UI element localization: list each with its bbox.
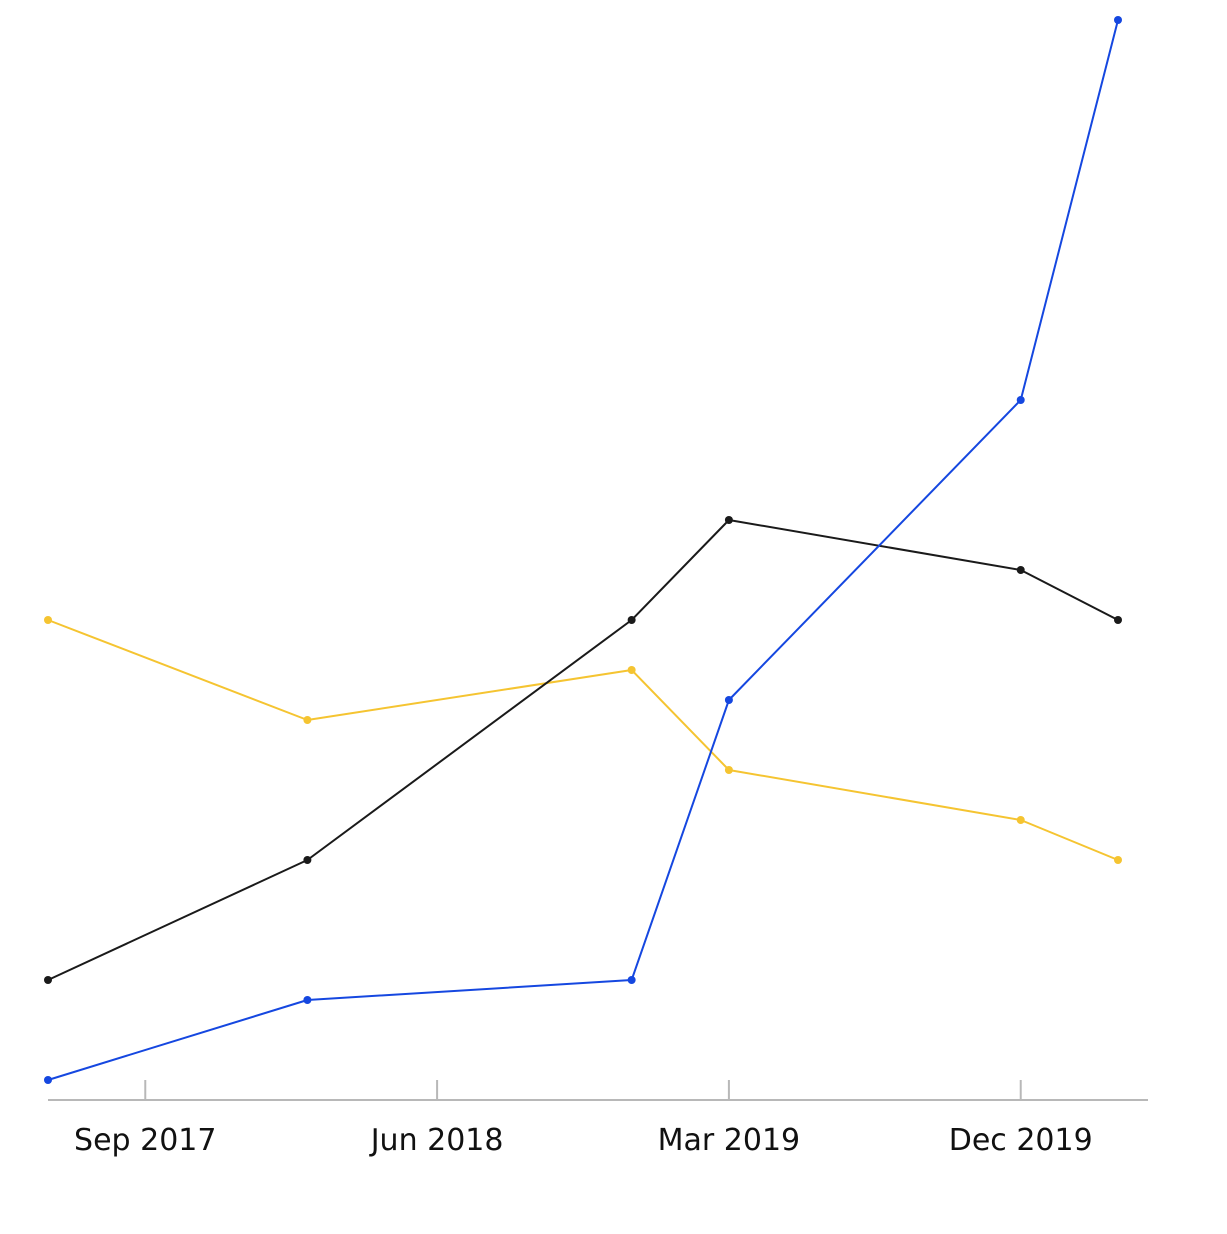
data-point-s3-2 [303, 996, 312, 1004]
series-line-2 [47, 519, 1119, 981]
series-lines [47, 19, 1119, 1081]
data-point-s1-4 [724, 766, 733, 774]
data-point-s3-3 [627, 976, 636, 984]
x-tick-label-1: Sep 2017 [74, 1123, 216, 1158]
data-point-s3-4 [724, 696, 733, 704]
series-line-1 [47, 619, 1119, 861]
data-point-s2-4 [724, 516, 733, 524]
x-tick-label-4: Dec 2019 [949, 1123, 1093, 1158]
data-point-s2-3 [627, 616, 636, 624]
data-point-s2-5 [1016, 566, 1025, 574]
data-point-s3-5 [1016, 396, 1025, 404]
x-tick-label-3: Mar 2019 [658, 1123, 801, 1158]
series-line-3 [47, 19, 1119, 1081]
x-axis: Sep 2017 Jun 2018 Mar 2019 Dec 2019 [48, 1080, 1148, 1158]
data-point-s1-2 [303, 716, 312, 724]
data-point-s1-1 [44, 616, 52, 624]
series-points [44, 16, 1122, 1084]
data-point-s3-1 [44, 1076, 52, 1084]
data-point-s3-6 [1114, 16, 1122, 24]
data-point-s2-2 [303, 856, 312, 864]
data-point-s1-6 [1114, 856, 1122, 864]
data-point-s1-3 [627, 666, 636, 674]
data-point-s2-1 [44, 976, 52, 984]
x-tick-label-2: Jun 2018 [369, 1123, 504, 1158]
data-point-s1-5 [1016, 816, 1025, 824]
data-point-s2-6 [1114, 616, 1122, 624]
